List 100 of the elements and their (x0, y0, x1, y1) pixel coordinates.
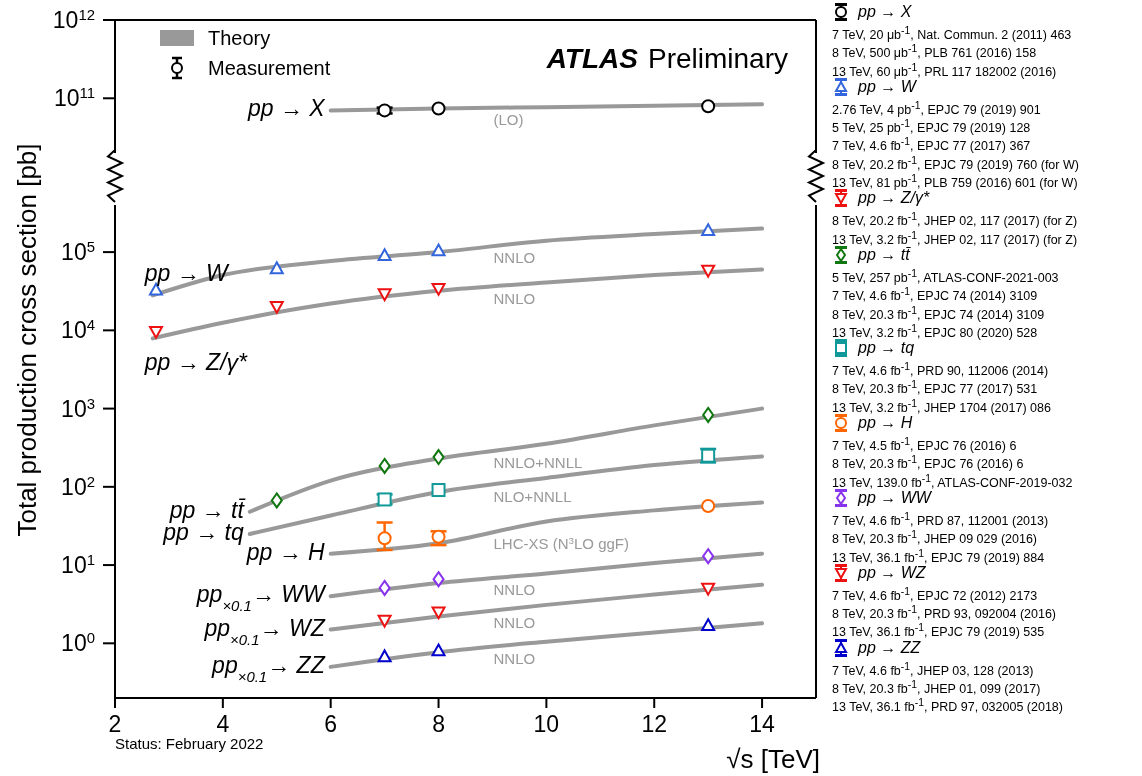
text: 5 TeV, 257 pb$^{-1}$, ATLAS-CONF-2021-003 (832, 266, 1060, 286)
line-series (328, 582, 765, 632)
text: 13 TeV, 36.1 fb$^{-1}$, EPJC 79 (2019) 535 (832, 621, 1046, 640)
annotation: Theory (208, 27, 271, 49)
text: 8 TeV, 20.3 fb$^{-1}$, JHEP 09 029 (2016) (832, 528, 1038, 547)
point (701, 223, 716, 237)
y-axis-title: Total production cross section [pb] (12, 143, 42, 537)
text: 5 TeV, 25 pb$^{-1}$, EPJC 79 (2019) 128 (832, 117, 1032, 136)
point (701, 498, 716, 513)
legend-label: pp → Z/γ* (858, 189, 930, 208)
point (432, 571, 445, 588)
y-tick-label: 10$^{3}$ (61, 394, 95, 422)
text: 13 TeV, 36.1 fb$^{-1}$, EPJC 79 (2019) 884 (832, 546, 1046, 565)
text: 8 TeV, 20.3 fb$^{-1}$, EPJC 76 (2016) 6 (832, 453, 1025, 472)
point (431, 483, 446, 498)
legend-label: pp → H (858, 414, 913, 433)
x-tick-label: 10 (533, 711, 560, 737)
annotation: pp → Z/γ* (143, 349, 249, 376)
point (378, 457, 391, 474)
text: 13 TeV, 3.2 fb$^{-1}$, JHEP 02, 117 (2017) (for Z) (832, 228, 1079, 247)
text: 7 TeV, 4.6 fb$^{-1}$, EPJC 77 (2017) 367 (832, 135, 1032, 154)
text: 8 TeV, 20.3 fb$^{-1}$, PRD 93, 092004 (2016) (832, 603, 1057, 622)
point (431, 643, 446, 657)
point (269, 300, 284, 314)
legend-label: pp → tq (858, 339, 915, 358)
annotation: pp → X (246, 95, 327, 122)
point (148, 325, 163, 339)
point (701, 582, 716, 596)
point (701, 264, 716, 278)
point (702, 406, 715, 423)
point (377, 248, 392, 262)
text: 7 TeV, 4.6 fb$^{-1}$, JHEP 03, 128 (2013) (832, 659, 1035, 678)
annotation: NLO+NNLL (493, 487, 572, 505)
annotation: Measurement (208, 57, 331, 79)
x-tick-label: 2 (108, 711, 122, 737)
text: 13 TeV, 60 μb$^{-1}$, PRL 117 182002 (2016) (832, 60, 1058, 79)
annotation: pp$_{×0.1}$→ WW (195, 581, 327, 614)
annotation: NNLO (493, 649, 536, 667)
text: 8 TeV, 20.3 fb$^{-1}$, EPJC 77 (2017) 531 (832, 378, 1039, 397)
text: 7 TeV, 20 μb$^{-1}$, Nat. Commun. 2 (2011) 463 (832, 24, 1073, 43)
legend-label: pp → WW (858, 488, 931, 507)
annotation: NNLO (493, 249, 536, 267)
text: 7 TeV, 4.6 fb$^{-1}$, PRD 90, 112006 (2014) (832, 360, 1050, 379)
line-series (247, 406, 765, 514)
y-tick-label: 10$^{2}$ (61, 472, 95, 500)
point (431, 243, 446, 257)
text: 13 TeV, 36.1 fb$^{-1}$, PRD 97, 032005 (2018) (832, 696, 1064, 715)
point (377, 649, 392, 663)
line-series (328, 551, 765, 599)
text: 7 TeV, 4.5 fb$^{-1}$, EPJC 76 (2016) 6 (832, 435, 1018, 454)
point (702, 548, 715, 565)
point (377, 614, 392, 628)
y-tick-label: 10$^{12}$ (52, 5, 95, 33)
annotation: pp$_{×0.1}$→ ZZ (211, 651, 326, 685)
y-tick-label: 10$^{0}$ (61, 628, 95, 657)
annotation: LHC-XS (N$^{3}$LO ggF) (493, 534, 630, 553)
point (431, 606, 446, 620)
text: 13 TeV, 3.2 fb$^{-1}$, EPJC 80 (2020) 528 (832, 322, 1039, 341)
text: 7 TeV, 4.6 fb$^{-1}$, EPJC 72 (2012) 2173 (832, 584, 1039, 603)
y-tick-label: 10$^{1}$ (61, 550, 95, 579)
annotation: (LO) (493, 110, 524, 128)
point (432, 449, 445, 466)
text: 2.76 TeV, 4 pb$^{-1}$, EPJC 79 (2019) 901 (832, 98, 1042, 118)
x-tick-label: 8 (432, 711, 445, 737)
annotation: pp → W (143, 260, 231, 287)
point (377, 531, 392, 546)
x-tick-label: 4 (216, 711, 230, 737)
y-tick-label: 10$^{11}$ (53, 83, 95, 112)
annotation: NNLO (493, 289, 536, 307)
text: 8 TeV, 20.3 fb$^{-1}$, EPJC 74 (2014) 3109 (832, 303, 1046, 322)
text: 8 TeV, 20.3 fb$^{-1}$, JHEP 01, 099 (2017) (832, 678, 1042, 697)
legend-label: pp → tt̄ (858, 245, 910, 264)
text: 7 TeV, 4.6 fb$^{-1}$, EPJC 74 (2014) 3109 (832, 285, 1039, 304)
legend-label: pp → WZ (858, 563, 926, 582)
annotation: NNLO (493, 581, 536, 599)
text: 8 TeV, 20.2 fb$^{-1}$, EPJC 79 (2019) 760 (for W) (832, 153, 1080, 172)
x-axis-title: √s [TeV] (726, 744, 820, 774)
x-tick-label: 6 (324, 711, 338, 737)
text: 13 TeV, 139.0 fb$^{-1}$, ATLAS-CONF-2019-032 (832, 471, 1074, 490)
text: 8 TeV, 500 μb$^{-1}$, PLB 761 (2016) 158 (832, 42, 1038, 61)
point (701, 618, 716, 632)
text: 13 TeV, 3.2 fb$^{-1}$, JHEP 1704 (2017) 086 (832, 396, 1052, 415)
legend-label: pp → ZZ (858, 638, 921, 657)
point (377, 288, 392, 302)
text: ATLAS Preliminary (545, 43, 788, 74)
legend-label: pp → X (858, 3, 912, 21)
point (269, 261, 284, 275)
x-tick-label: 12 (641, 711, 668, 737)
text: 8 TeV, 20.2 fb$^{-1}$, JHEP 02, 117 (2017) (for Z) (832, 210, 1079, 229)
annotation: pp → H (245, 538, 326, 565)
y-tick-label: 10$^{4}$ (61, 315, 95, 344)
line-series (328, 500, 765, 556)
x-tick-label: 14 (749, 711, 776, 737)
annotation: pp$_{×0.1}$→ WZ (203, 614, 326, 648)
point (431, 282, 446, 296)
annotation: NNLO (493, 613, 536, 631)
point (270, 492, 283, 509)
line-series (247, 454, 765, 536)
text: 13 TeV, 81 pb$^{-1}$, PLB 759 (2016) 601 (for W) (832, 172, 1079, 191)
text: Status: February 2022 (115, 735, 264, 752)
